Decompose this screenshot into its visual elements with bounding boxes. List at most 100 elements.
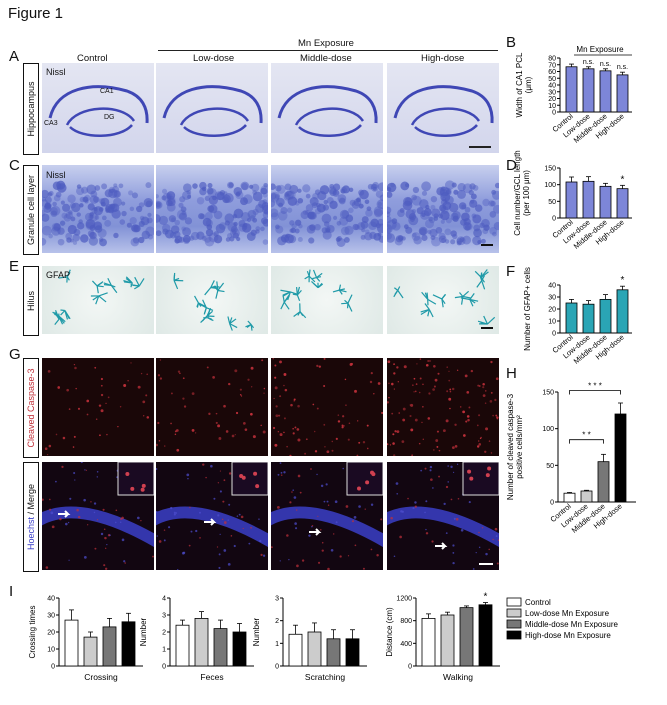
I3-xlabel: Scratching <box>305 672 345 682</box>
D-bar <box>599 185 612 219</box>
F-bar <box>582 303 595 334</box>
H-significance-bracket <box>569 439 604 444</box>
column-header-high: High-dose <box>421 53 465 64</box>
B-ytick-label: 60 <box>548 69 556 76</box>
I2-bar <box>194 618 209 667</box>
legend-swatch <box>506 608 522 618</box>
I4-ytick-label: 400 <box>400 641 412 648</box>
I1-xlabel: Crossing <box>84 672 118 682</box>
H-ylabel: positive cells/mm² <box>515 415 524 479</box>
legend-swatch <box>506 630 522 640</box>
panel-label-f: F <box>506 263 516 280</box>
I3-bar <box>288 633 303 667</box>
F-ytick-label: 40 <box>548 283 556 290</box>
legend-label: Control <box>525 598 551 607</box>
B-bar <box>599 70 612 113</box>
F-annotation: * <box>621 275 625 286</box>
panel-label-i: I <box>9 583 14 600</box>
B-ytick-label: 20 <box>548 96 556 103</box>
figure-title: Figure 1 <box>8 5 64 22</box>
B-bar <box>616 74 629 113</box>
I2-ylabel: Number <box>139 617 148 646</box>
I4-ytick-label: 1200 <box>396 596 412 603</box>
granule-image-control <box>42 165 154 253</box>
D-ytick-label: 50 <box>548 199 556 206</box>
B-annotation: n.s. <box>617 64 628 71</box>
H-bar <box>580 490 593 503</box>
I3-ytick-label: 0 <box>275 664 279 671</box>
I4-ylabel: Distance (cm) <box>385 607 394 657</box>
H-bar <box>614 413 627 503</box>
H-bar <box>563 492 576 503</box>
B-annotation: n.s. <box>600 61 611 68</box>
I2-bar <box>213 628 228 667</box>
D-bar <box>582 180 595 219</box>
panel-label-b: B <box>506 34 517 51</box>
row-label-merge: Hoechst / Merge <box>23 462 39 572</box>
I1-ytick-label: 0 <box>51 664 55 671</box>
I3-bar <box>326 638 341 667</box>
B-ylabel: Width of CA1 PCL <box>515 52 524 117</box>
I1-bar <box>121 621 136 667</box>
F-bar <box>565 302 578 334</box>
B-ytick-label: 30 <box>548 89 556 96</box>
D-ylabel: (per 100 μm) <box>522 170 531 216</box>
hippocampus-image-high <box>387 63 499 153</box>
column-header-control: Control <box>77 53 108 64</box>
hilus-image-middle <box>271 266 383 334</box>
hippocampus-image-middle <box>271 63 383 153</box>
H-significance-label: * * * <box>588 382 602 391</box>
hilus-image-high <box>387 266 499 334</box>
legend-swatch <box>506 597 522 607</box>
mn-exposure-header: Mn Exposure <box>298 38 354 49</box>
exposure-bracket-line <box>158 50 498 51</box>
B-bar <box>582 68 595 113</box>
I2-ytick-label: 0 <box>162 664 166 671</box>
panel-label-g: G <box>9 346 21 363</box>
merge-image-low <box>156 462 268 570</box>
caspase-image-middle <box>271 358 383 456</box>
I4-bar <box>478 604 493 667</box>
B-ytick-label: 50 <box>548 76 556 83</box>
hilus-image-control <box>42 266 154 334</box>
I1-ylabel: Crossing times <box>28 606 37 659</box>
I1-ytick-label: 40 <box>47 596 55 603</box>
row-label-caspase: Cleaved Caspase-3 <box>23 358 39 458</box>
I1-ytick-label: 30 <box>47 613 55 620</box>
panel-label-a: A <box>9 48 20 65</box>
hilus-image-low <box>156 266 268 334</box>
D-ytick-label: 150 <box>544 166 556 173</box>
anatomy-ca1: CA1 <box>100 88 114 95</box>
merge-image-middle <box>271 462 383 570</box>
I3-ytick-label: 2 <box>275 618 279 625</box>
B-bar <box>565 66 578 113</box>
H-significance-bracket <box>569 390 621 395</box>
F-ytick-label: 30 <box>548 295 556 302</box>
granule-image-middle <box>271 165 383 253</box>
D-bar <box>565 181 578 219</box>
merge-image-control <box>42 462 154 570</box>
legend-label: Middle-dose Mn Exposure <box>525 620 618 629</box>
I4-ytick-label: 0 <box>408 664 412 671</box>
merge-image-high <box>387 462 499 570</box>
caspase-image-low <box>156 358 268 456</box>
I4-annotation: * <box>484 592 488 603</box>
granule-image-high <box>387 165 499 253</box>
B-annotation: n.s. <box>583 59 594 66</box>
D-ylabel: Cell number/GCL length <box>513 150 522 236</box>
D-ytick-label: 0 <box>552 216 556 223</box>
I4-xlabel: Walking <box>443 672 473 682</box>
hippocampus-image-low <box>156 63 268 153</box>
F-ylabel: Number of GFAP+ cells <box>523 267 532 351</box>
H-ytick-label: 150 <box>542 390 554 397</box>
legend-label: High-dose Mn Exposure <box>525 631 611 640</box>
B-title: Mn Exposure <box>576 45 624 54</box>
B-ytick-label: 0 <box>552 110 556 117</box>
H-bar <box>597 461 610 503</box>
I1-bar <box>102 626 117 667</box>
caspase-image-control <box>42 358 154 456</box>
panel-label-e: E <box>9 258 20 275</box>
column-header-low: Low-dose <box>193 53 235 64</box>
caspase-image-high <box>387 358 499 456</box>
I2-ytick-label: 3 <box>162 613 166 620</box>
